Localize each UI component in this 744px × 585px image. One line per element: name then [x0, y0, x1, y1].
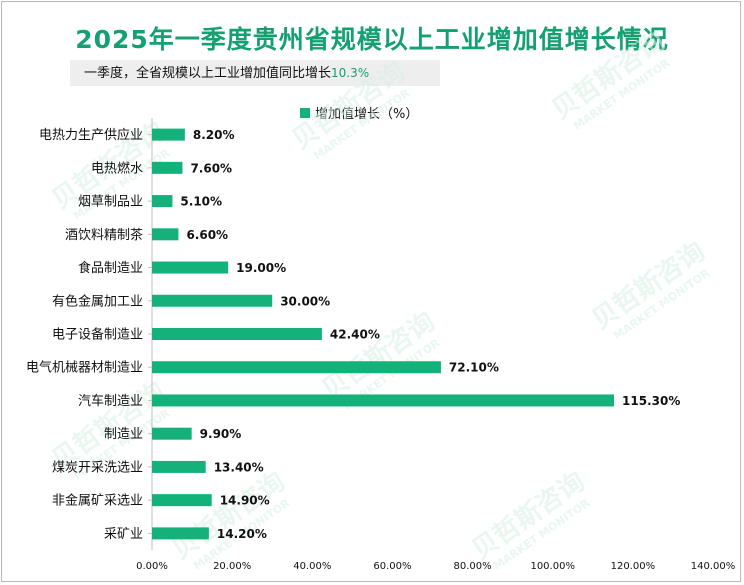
category-label: 非金属矿采选业 [52, 493, 143, 509]
bar [152, 527, 209, 540]
x-tick-label: 140.00% [691, 561, 736, 572]
data-label: 5.10% [180, 195, 222, 209]
category-label: 有色金属加工业 [52, 293, 143, 309]
legend-swatch [300, 107, 310, 118]
x-tick-label: 120.00% [611, 561, 656, 572]
data-label: 72.10% [449, 361, 499, 375]
bar [152, 294, 273, 307]
bar [152, 261, 229, 274]
x-tick-label: 60.00% [373, 561, 411, 572]
data-label: 42.40% [330, 328, 380, 342]
data-label: 6.60% [186, 228, 228, 242]
category-label: 烟草制品业 [78, 195, 143, 210]
x-tick-label: 0.00% [136, 561, 168, 572]
data-label: 14.90% [220, 494, 270, 508]
data-label: 9.90% [200, 427, 242, 441]
subtitle-box: 一季度，全省规模以上工业增加值同比增长10.3% [70, 60, 440, 86]
data-label: 14.20% [217, 527, 267, 541]
bar [152, 128, 185, 141]
category-label: 电热燃水 [91, 160, 143, 176]
category-label: 汽车制造业 [78, 393, 143, 409]
subtitle-text: 一季度，全省规模以上工业增加值同比增长 [84, 66, 332, 81]
category-label: 酒饮料精制茶 [65, 227, 143, 243]
bar [152, 195, 173, 208]
category-label: 煤炭开采洗选业 [52, 460, 143, 475]
bar [152, 427, 192, 440]
bar [152, 228, 179, 241]
data-label: 8.20% [193, 128, 235, 142]
chart-title: 2025年一季度贵州省规模以上工业增加值增长情况 [75, 25, 669, 54]
bar [152, 394, 615, 407]
data-label: 115.30% [622, 394, 680, 408]
category-label: 电热力生产供应业 [39, 127, 143, 143]
chart-legend: 增加值增长（%） [300, 103, 418, 122]
x-tick-label: 80.00% [454, 561, 492, 572]
x-tick-label: 20.00% [213, 561, 251, 572]
category-label: 电气机械器材制造业 [26, 360, 143, 376]
legend-label: 增加值增长（%） [315, 107, 419, 122]
chart-marks: 电热力生产供应业 8.20% 电热燃水 7.60% 烟草制品业 5.10% 酒饮料精制茶 6.… [26, 118, 735, 572]
data-label: 30.00% [280, 294, 330, 308]
bar [152, 460, 206, 473]
category-label: 制造业 [104, 427, 143, 442]
bar [152, 494, 212, 507]
category-label: 采矿业 [104, 527, 143, 542]
data-label: 13.40% [214, 460, 264, 474]
data-label: 7.60% [190, 161, 232, 175]
category-label: 电子设备制造业 [52, 327, 143, 343]
x-tick-label: 40.00% [293, 561, 331, 572]
bar [152, 328, 322, 340]
bar [152, 361, 441, 374]
x-tick-label: 100.00% [530, 561, 575, 572]
bar [152, 161, 183, 174]
category-label: 食品制造业 [78, 260, 143, 276]
data-label: 19.00% [236, 261, 286, 275]
subtitle-value: 10.3% [331, 66, 370, 80]
